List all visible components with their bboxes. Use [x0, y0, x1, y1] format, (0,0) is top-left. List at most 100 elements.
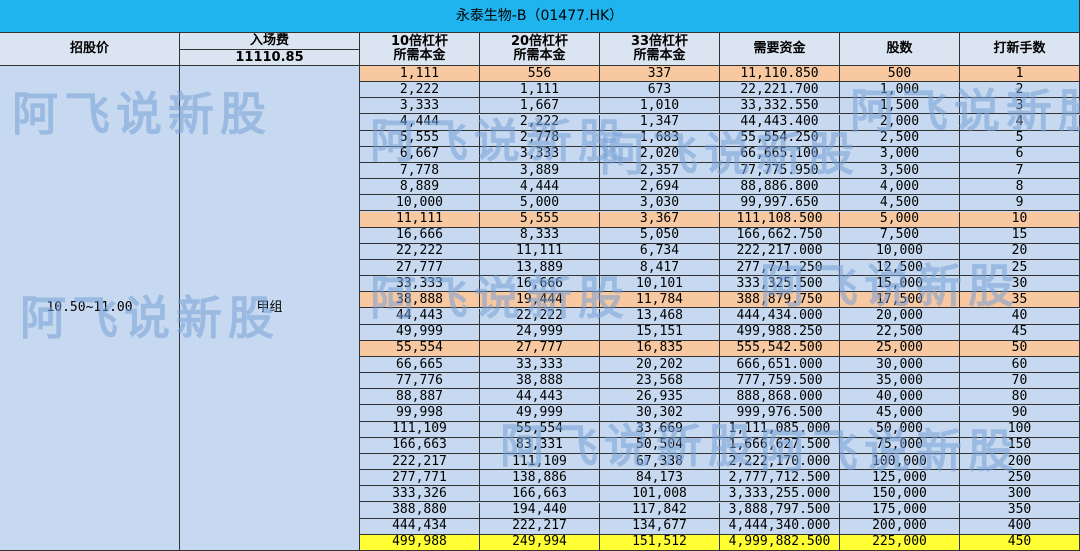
- table-cell: 151,512: [600, 534, 720, 551]
- table-cell: 50,504: [600, 437, 720, 454]
- table-cell: 33,333: [360, 276, 480, 293]
- table-cell: 225,000: [840, 534, 960, 551]
- table-cell: 1,683: [600, 130, 720, 147]
- table-cell: 44,443: [480, 389, 600, 406]
- table-cell: 27,777: [360, 260, 480, 277]
- table-cell: 101,008: [600, 486, 720, 503]
- table-cell: 166,662.750: [720, 227, 840, 244]
- header-line: 需要资金: [753, 41, 806, 56]
- table-cell: 4,444: [360, 114, 480, 131]
- table-cell: 27,777: [480, 340, 600, 357]
- table-cell: 22,222: [360, 243, 480, 260]
- table-cell: 8: [960, 179, 1080, 196]
- table-cell: 1,010: [600, 98, 720, 115]
- price-range: 10.50~11.00: [0, 66, 180, 551]
- table-cell: 1,500: [840, 98, 960, 115]
- table-cell: 2,222: [360, 82, 480, 99]
- table-cell: 222,217: [360, 454, 480, 471]
- table-cell: 75,000: [840, 437, 960, 454]
- table-cell: 11,111: [360, 211, 480, 228]
- title: 永泰生物-B（01477.HK）: [0, 0, 1080, 33]
- table-cell: 90: [960, 405, 1080, 422]
- table-cell: 50: [960, 340, 1080, 357]
- table-cell: 300: [960, 486, 1080, 503]
- table-cell: 45,000: [840, 405, 960, 422]
- header-line: 所需本金: [393, 48, 446, 63]
- table-cell: 3,030: [600, 195, 720, 212]
- table-cell: 8,333: [480, 227, 600, 244]
- table-cell: 15,151: [600, 324, 720, 341]
- table-cell: 24,999: [480, 324, 600, 341]
- table-cell: 88,886.800: [720, 179, 840, 196]
- table-cell: 3,500: [840, 163, 960, 180]
- table-cell: 5: [960, 130, 1080, 147]
- table-cell: 40,000: [840, 389, 960, 406]
- table-cell: 4,999,882.500: [720, 534, 840, 551]
- table-cell: 350: [960, 502, 1080, 519]
- header-cell: 打新手数: [960, 33, 1080, 66]
- header-line: 所需本金: [633, 48, 686, 63]
- table-cell: 1,111: [480, 82, 600, 99]
- table-cell: 444,434.000: [720, 308, 840, 325]
- table-cell: 111,109: [480, 454, 600, 471]
- table-cell: 99,997.650: [720, 195, 840, 212]
- table-cell: 10,101: [600, 276, 720, 293]
- table-cell: 8,417: [600, 260, 720, 277]
- table-cell: 16,835: [600, 340, 720, 357]
- header-cell: 20倍杠杆 所需本金: [480, 33, 600, 66]
- table-cell: 30,000: [840, 357, 960, 374]
- table-cell: 44,443.400: [720, 114, 840, 131]
- table-cell: 249,994: [480, 534, 600, 551]
- table-cell: 16,666: [480, 276, 600, 293]
- table-cell: 111,108.500: [720, 211, 840, 228]
- table-cell: 2,500: [840, 130, 960, 147]
- header-cell: 10倍杠杆 所需本金: [360, 33, 480, 66]
- table-cell: 77,776: [360, 373, 480, 390]
- table-cell: 38,888: [480, 373, 600, 390]
- table-cell: 4,444: [480, 179, 600, 196]
- table-cell: 2,777,712.500: [720, 470, 840, 487]
- table-cell: 388,879.750: [720, 292, 840, 309]
- table-cell: 337: [600, 66, 720, 83]
- header-line: 10倍杠杆: [390, 34, 449, 49]
- table-cell: 138,886: [480, 470, 600, 487]
- table-cell: 3,888,797.500: [720, 502, 840, 519]
- table-cell: 33,333: [480, 357, 600, 374]
- table-cell: 3: [960, 98, 1080, 115]
- table-cell: 13,889: [480, 260, 600, 277]
- table-cell: 277,771.250: [720, 260, 840, 277]
- table-cell: 66,665.100: [720, 146, 840, 163]
- table-cell: 30,302: [600, 405, 720, 422]
- table-cell: 5,000: [840, 211, 960, 228]
- table-cell: 2,357: [600, 163, 720, 180]
- table-cell: 175,000: [840, 502, 960, 519]
- table-cell: 10,000: [840, 243, 960, 260]
- table-cell: 100: [960, 421, 1080, 438]
- table-cell: 333,325.500: [720, 276, 840, 293]
- table-cell: 2: [960, 82, 1080, 99]
- table-cell: 55,554: [480, 421, 600, 438]
- table-cell: 277,771: [360, 470, 480, 487]
- table-cell: 20,202: [600, 357, 720, 374]
- table-cell: 222,217: [480, 518, 600, 535]
- header-cell: 需要资金: [720, 33, 840, 66]
- table-cell: 12,500: [840, 260, 960, 277]
- table-cell: 888,868.000: [720, 389, 840, 406]
- table-cell: 1,667: [480, 98, 600, 115]
- table-cell: 200,000: [840, 518, 960, 535]
- table-cell: 1,000: [840, 82, 960, 99]
- table-cell: 88,887: [360, 389, 480, 406]
- table-cell: 5,555: [480, 211, 600, 228]
- table-cell: 6: [960, 146, 1080, 163]
- table-cell: 200: [960, 454, 1080, 471]
- header-cell: 33倍杠杆 所需本金: [600, 33, 720, 66]
- table-cell: 450: [960, 534, 1080, 551]
- table-cell: 84,173: [600, 470, 720, 487]
- table-cell: 22,221.700: [720, 82, 840, 99]
- table-cell: 17,500: [840, 292, 960, 309]
- table-cell: 26,935: [600, 389, 720, 406]
- table-cell: 55,554: [360, 340, 480, 357]
- header-line: 所需本金: [513, 48, 566, 63]
- table-cell: 35: [960, 292, 1080, 309]
- table-cell: 7,500: [840, 227, 960, 244]
